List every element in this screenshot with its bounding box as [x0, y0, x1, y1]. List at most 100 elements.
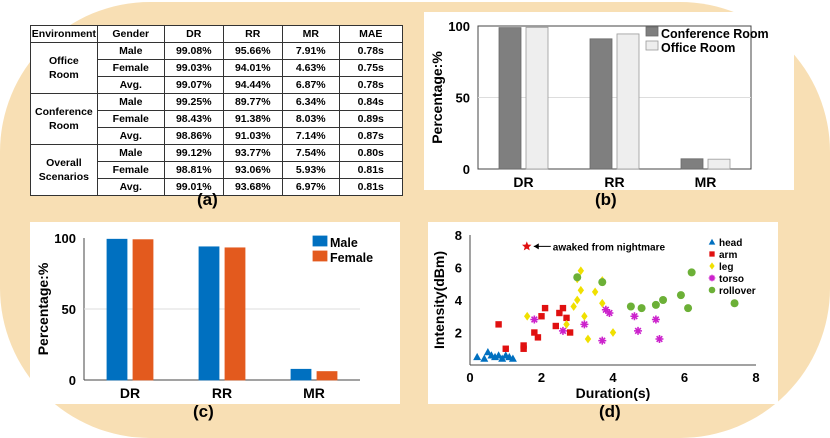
point-leg [609, 328, 617, 337]
environment-cell: Overall Scenarios [30, 144, 98, 196]
y-axis-label: Percentage:% [429, 51, 445, 144]
table-row: Female 98.43% 91.38% 8.03% 0.89s [31, 110, 403, 128]
y-tick-label: 50 [62, 302, 76, 317]
point-rollover [637, 304, 646, 313]
table-cell: 6.97% [281, 178, 340, 196]
x-tick-label: RR [212, 385, 232, 401]
table-cell: 0.89s [338, 110, 403, 128]
point-arm [502, 345, 509, 352]
legend-marker-head [708, 238, 716, 245]
annotation-label: awaked from nightmare [553, 242, 666, 253]
point-torso [655, 335, 664, 343]
table-cell: Male [96, 42, 165, 60]
point-torso [530, 315, 539, 324]
table-cell: 98.43% [163, 110, 224, 128]
y-axis-label: Percentage:% [35, 262, 51, 355]
x-tick-label: MR [695, 174, 717, 190]
table-cell: Female [96, 59, 165, 77]
table-cell: 93.77% [222, 144, 283, 162]
point-arm [566, 329, 574, 336]
x-tick-label: RR [604, 174, 624, 190]
y-axis-label: Intensity(dBm) [431, 251, 447, 349]
point-rollover [651, 300, 660, 309]
bar-conference-room [498, 27, 522, 170]
point-leg [584, 334, 592, 344]
panel-d: 0 2 4 6 8 2 4 6 8 Duration(s) Intensity(dBm) awaked… [428, 222, 778, 404]
caption-c: (c) [193, 402, 214, 421]
legend-marker-torso [708, 274, 716, 282]
point-arm [520, 345, 527, 352]
y-tick-label: 100 [448, 19, 470, 34]
point-arm [552, 322, 559, 330]
point-torso [630, 312, 639, 321]
point-arm [541, 304, 549, 312]
y-tick-label: 4 [455, 293, 463, 308]
point-rollover [573, 273, 582, 282]
y-tick-label: 100 [54, 231, 76, 246]
table-cell: Male [96, 144, 165, 162]
caption-a: (a) [197, 190, 218, 209]
point-rollover [676, 291, 685, 300]
table-cell: 93.06% [222, 161, 283, 179]
point-torso [651, 315, 660, 324]
table-cell: 99.03% [163, 59, 224, 77]
table-row: Office Room Male 99.08% 95.66% 7.91% 0.78s [30, 42, 403, 94]
y-tick-label: 8 [455, 228, 462, 243]
table-cell: 94.44% [222, 76, 283, 94]
point-leg [524, 311, 531, 321]
bar-female [316, 371, 338, 381]
table-cell: 6.34% [281, 93, 340, 111]
bar-chart-b: 0 50 100 DR RR MR Percentage:% Conference RoomO… [429, 19, 769, 190]
header-gender: Gender [96, 25, 165, 43]
table-row: Overall Scenarios Male 99.12% 93.77% 7.54% 0.… [30, 144, 403, 196]
header-mae: MAE [338, 25, 403, 43]
table-cell: Female [96, 161, 165, 179]
table-cell: Avg. [96, 76, 165, 94]
bar-office-room [707, 158, 731, 170]
point-arm [534, 334, 542, 341]
table-cell: 0.84s [338, 93, 403, 111]
x-tick-label: 8 [752, 370, 759, 385]
header-mr: MR [281, 25, 340, 43]
table-cell: 91.38% [222, 110, 283, 128]
point-leg [563, 319, 570, 329]
bar-female [224, 247, 246, 381]
point-arm [520, 342, 527, 349]
table-cell: 8.03% [281, 110, 340, 128]
legend-swatch [312, 250, 328, 262]
table-cell: 99.12% [163, 144, 224, 162]
x-axis-label: Duration(s) [576, 385, 651, 401]
bar-conference-room [680, 158, 704, 170]
table-cell: 0.81s [338, 161, 403, 179]
point-leg [581, 311, 588, 321]
table-cell: 0.78s [338, 42, 403, 60]
header-dr: DR [163, 25, 224, 43]
x-tick-label: MR [303, 385, 325, 401]
table-cell: 98.81% [163, 161, 224, 179]
table-cell: Female [96, 110, 165, 128]
bar-male [106, 238, 128, 381]
point-torso [605, 309, 614, 317]
bar-male [198, 246, 220, 381]
table-cell: 7.14% [281, 127, 340, 145]
point-torso [598, 336, 607, 345]
point-torso [580, 320, 589, 329]
point-rollover [659, 296, 668, 304]
header-environment: Environment [30, 25, 98, 43]
point-head [473, 352, 482, 361]
point-rollover [684, 304, 693, 313]
point-torso [558, 326, 567, 335]
point-head [508, 354, 517, 362]
y-tick-label: 0 [69, 373, 76, 388]
point-torso [601, 305, 610, 314]
y-tick-label: 2 [455, 326, 462, 341]
table-cell: 0.80s [338, 144, 403, 162]
point-arm [563, 314, 570, 322]
legend-swatch [312, 235, 328, 247]
table-row: Avg. 99.01% 93.68% 6.97% 0.81s [31, 178, 403, 196]
legend-label: Male [330, 236, 358, 250]
point-head [480, 354, 489, 362]
y-tick-label: 50 [456, 91, 470, 106]
point-rollover [626, 302, 635, 311]
